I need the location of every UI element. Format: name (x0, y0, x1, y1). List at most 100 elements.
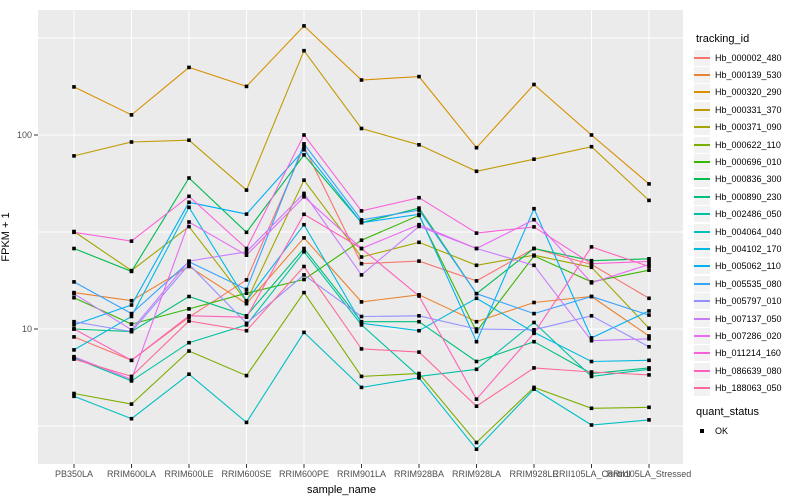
data-point (187, 200, 191, 205)
data-point (647, 198, 651, 203)
data-point (72, 154, 76, 158)
data-point (187, 294, 191, 299)
legend-label: Hb_004064_040 (715, 226, 782, 237)
data-point (474, 339, 479, 344)
data-point (302, 212, 306, 217)
data-point (302, 24, 306, 28)
data-point (302, 264, 306, 269)
data-point (302, 142, 306, 146)
x-tick-label: RRIM600LA (107, 469, 156, 479)
data-point (72, 391, 76, 396)
data-point (244, 84, 249, 89)
data-point (129, 298, 134, 303)
legend-item: Hb_188063_050 (694, 379, 798, 397)
data-point (244, 253, 249, 257)
legend-item: Hb_007137_050 (694, 310, 798, 327)
data-point (302, 144, 306, 149)
data-point (474, 291, 479, 296)
legend-label: Hb_007286_020 (715, 330, 782, 341)
data-point (647, 418, 651, 422)
data-point (589, 294, 594, 299)
y-axis-title: FPKM + 1 (0, 212, 12, 262)
legend-label: Hb_000371_090 (715, 122, 782, 133)
data-point (532, 387, 536, 391)
legend-entries: Hb_000002_480 Hb_000139_530 Hb_000320_290 H… (694, 49, 798, 397)
data-point (532, 311, 536, 316)
data-point (187, 319, 191, 323)
x-tick-label: RRIM901LA (337, 469, 386, 479)
data-point (647, 268, 651, 272)
data-point (647, 345, 651, 349)
legend-item: Hb_007286_020 (694, 327, 798, 344)
legend-key-line-icon (694, 119, 710, 136)
data-point (589, 245, 594, 249)
data-point (129, 322, 134, 326)
data-point (187, 372, 191, 376)
data-point (302, 330, 306, 335)
data-point (302, 236, 306, 240)
data-point (474, 279, 479, 283)
data-point (647, 257, 651, 261)
x-tick-label: RRIM600SE (221, 469, 271, 479)
data-point (359, 209, 364, 213)
legend-key-line-icon (694, 362, 710, 379)
legend-label: Hb_000320_290 (715, 87, 782, 98)
data-point (244, 230, 249, 235)
legend-label: Hb_004102_170 (715, 243, 782, 254)
legend-key-line-icon (694, 84, 710, 101)
legend-key-point-icon (694, 422, 710, 439)
data-point (532, 254, 536, 258)
data-point (359, 273, 364, 277)
legend-item: Hb_000622_110 (694, 136, 798, 153)
data-point (129, 358, 134, 363)
legend-item: Hb_002486_050 (694, 206, 798, 223)
data-point (474, 231, 479, 235)
legend-key-line-icon (694, 240, 710, 257)
data-point (532, 157, 536, 161)
legend-key-line-icon (694, 49, 710, 66)
tick-marks (34, 134, 650, 468)
legend-label: Hb_002486_050 (715, 209, 782, 220)
data-point (532, 366, 536, 370)
data-point (532, 331, 536, 336)
data-point (302, 133, 306, 137)
legend-item: Hb_005797_010 (694, 292, 798, 310)
data-point (187, 307, 191, 311)
legend-key-line-icon (694, 67, 710, 84)
data-point (244, 373, 249, 378)
x-tick-label: RRII105LA_Control (552, 469, 630, 479)
data-point (647, 264, 651, 269)
data-point (72, 394, 76, 399)
data-point (647, 334, 651, 338)
legend-label: Hb_000331_370 (715, 104, 782, 115)
x-tick-label: RRIM600PE (279, 469, 329, 479)
data-point (129, 303, 134, 307)
data-point (417, 319, 421, 324)
data-point (474, 296, 479, 301)
legend-item: Hb_000002_480 (694, 49, 798, 66)
data-point (359, 78, 364, 82)
data-point (72, 230, 76, 235)
data-point (129, 239, 134, 243)
data-point (417, 314, 421, 318)
legend-key-line-icon (694, 154, 710, 171)
data-point (302, 273, 306, 277)
data-point (474, 319, 479, 324)
data-point (244, 301, 249, 306)
legend-label: Hb_011214_160 (715, 348, 781, 359)
legend-item-quant-ok: OK (694, 422, 798, 439)
data-point (359, 374, 364, 379)
data-point (474, 145, 479, 150)
data-point (129, 113, 134, 117)
legend-key-line-icon (694, 188, 710, 205)
legend-key-line-icon (694, 327, 710, 344)
data-point (589, 359, 594, 364)
data-point (417, 328, 421, 333)
data-point (72, 291, 76, 296)
data-point (647, 326, 651, 330)
data-point (647, 309, 651, 313)
data-point (647, 259, 651, 264)
legend-key-line-icon (694, 171, 710, 188)
data-point (302, 48, 306, 53)
legend-title-tracking-id: tracking_id (696, 33, 750, 45)
